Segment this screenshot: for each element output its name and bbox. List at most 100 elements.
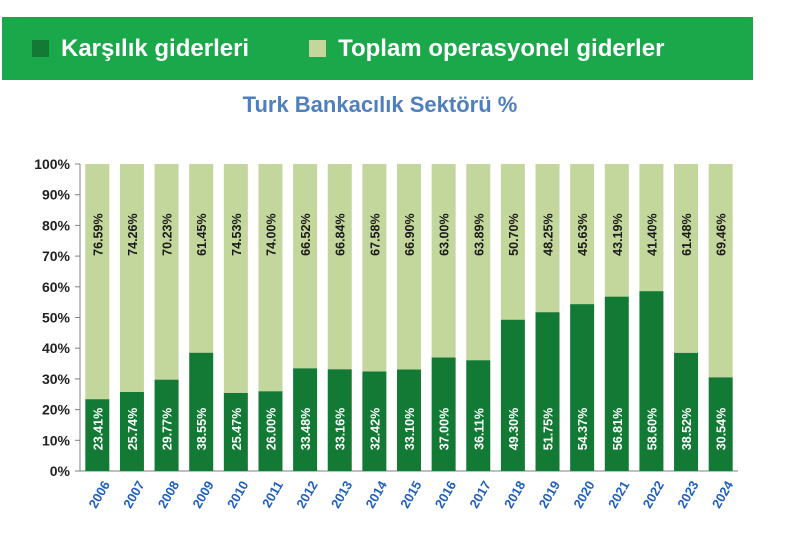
x-tick-label: 2015 [397,478,424,511]
data-label-opex: 66.84% [334,213,348,255]
chart-title: Turk Bankacılık Sektörü % [242,92,518,117]
bar-segment-opex [119,164,144,392]
data-label-provisions: 32.42% [368,408,382,450]
bar-segment-provisions [500,319,525,471]
data-label-opex: 76.59% [91,213,105,255]
data-label-opex: 43.19% [611,213,625,255]
bar-segment-provisions [293,368,318,471]
data-label-provisions: 37.00% [438,408,452,450]
x-tick-label: 2014 [363,478,391,511]
y-tick-label: 50% [42,310,71,326]
y-tick-label: 0% [50,463,71,479]
bar-segment-opex [500,164,525,320]
y-tick-label: 10% [42,432,71,448]
bar-segment-provisions [639,291,664,471]
bar-segment-provisions [154,379,179,471]
data-label-opex: 70.23% [161,213,175,255]
legend-item-opex: Toplam operasyonel giderler [309,35,664,63]
data-label-provisions: 25.74% [126,408,140,450]
data-label-provisions: 38.55% [195,408,209,450]
data-label-provisions: 54.37% [576,408,590,450]
data-label-opex: 41.40% [645,213,659,255]
data-label-provisions: 36.11% [472,408,486,450]
bar-segment-opex [189,164,214,353]
bar-segment-provisions [570,304,595,471]
data-label-provisions: 33.16% [334,408,348,450]
data-label-opex: 61.48% [680,213,694,255]
bar-segment-opex [708,164,733,378]
data-label-opex: 74.53% [230,213,244,255]
x-tick-label: 2011 [259,478,286,510]
x-tick-label: 2013 [328,478,355,511]
bar-segment-provisions [119,391,144,471]
legend-item-provisions: Karşılık giderleri [32,35,249,63]
bar-segment-opex [604,164,629,297]
legend-label-provisions: Karşılık giderleri [61,34,250,62]
bar-segment-provisions [258,391,283,471]
data-label-provisions: 29.77% [161,408,175,450]
bar-segment-opex [154,164,179,380]
data-label-provisions: 25.47% [230,408,244,450]
y-tick-label: 40% [42,340,71,356]
bar-segment-provisions [604,296,629,471]
data-label-provisions: 23.41% [91,408,105,450]
x-tick-label: 2012 [293,478,320,511]
bar-segment-opex [570,164,595,305]
x-tick-label: 2020 [570,478,597,511]
bar-segment-provisions [189,352,214,471]
x-tick-label: 2016 [432,478,459,511]
data-label-provisions: 30.54% [715,408,729,450]
data-label-provisions: 51.75% [542,408,556,450]
x-tick-label: 2022 [640,478,667,511]
bar-segment-opex [362,164,387,372]
bar-segment-provisions [466,360,491,471]
x-tick-label: 2006 [85,478,112,511]
bar-segment-provisions [327,369,352,471]
x-tick-label: 2007 [120,478,147,511]
bar-segment-opex [327,164,352,370]
x-tick-label: 2008 [155,478,182,511]
bar-segment-opex [85,164,110,400]
data-label-provisions: 49.30% [507,408,521,450]
x-tick-label: 2009 [189,478,216,511]
x-tick-label: 2024 [709,478,737,511]
bar-segment-provisions [535,312,560,471]
bar-segment-opex [466,164,491,361]
x-tick-label: 2018 [501,478,528,511]
y-tick-label: 70% [42,248,71,264]
data-label-opex: 63.89% [472,213,486,255]
x-tick-label: 2019 [536,478,563,511]
data-label-opex: 63.00% [438,213,452,255]
bar-segment-provisions [431,357,456,471]
data-label-opex: 45.63% [576,213,590,255]
bar-segment-opex [397,164,421,370]
data-label-provisions: 33.10% [403,408,417,450]
x-tick-label: 2010 [224,478,251,511]
bar-segment-opex [674,164,699,353]
y-tick-label: 20% [42,402,71,418]
x-tick-label: 2017 [466,478,493,511]
bar-segment-opex [293,164,318,369]
y-tick-label: 100% [34,156,70,172]
legend-swatch-provisions [32,40,49,57]
bar-segment-provisions [397,369,421,471]
data-label-opex: 67.58% [368,213,382,255]
bar-segment-opex [258,164,283,392]
data-label-opex: 74.00% [264,213,278,255]
x-tick-label: 2023 [674,478,701,511]
data-label-opex: 61.45% [195,213,209,255]
bar-segment-provisions [708,377,733,471]
bar-segment-provisions [223,392,248,471]
y-tick-label: 80% [42,217,71,233]
y-tick-label: 90% [42,187,71,203]
legend-swatch-opex [309,40,327,57]
data-label-opex: 69.46% [715,213,729,255]
bar-segment-opex [639,164,664,292]
data-label-opex: 66.52% [299,213,313,255]
data-label-provisions: 26.00% [264,408,278,450]
data-label-opex: 48.25% [542,213,556,255]
y-tick-label: 30% [42,371,71,387]
x-tick-label: 2021 [605,478,632,511]
bar-segment-provisions [85,399,110,471]
